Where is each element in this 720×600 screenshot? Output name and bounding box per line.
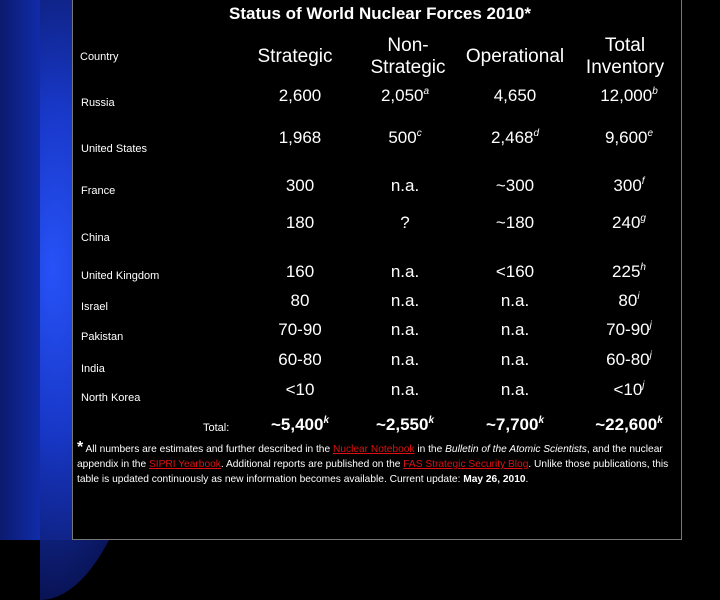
country-name: France [81, 185, 116, 197]
column-header-operational: Operational [465, 46, 565, 67]
country-name: India [81, 363, 105, 375]
cell-total: 60-80j [606, 350, 652, 369]
country-name: United Kingdom [81, 270, 160, 282]
table-frame [72, 0, 682, 540]
cell-nonstrategic: ? [400, 213, 410, 232]
cell-operational: n.a. [500, 291, 530, 310]
footnote-star: * [77, 439, 84, 456]
cell-total: 300f [613, 176, 645, 195]
footnote-text: in the [414, 444, 446, 455]
cell-nonstrategic: 500c [388, 128, 422, 147]
cell-operational: n.a. [500, 350, 530, 369]
cell-operational: <160 [495, 262, 535, 281]
column-header-total-inventory: Total Inventory [585, 35, 665, 78]
cell-operational: n.a. [500, 380, 530, 399]
total-inventory: ~22,600k [595, 415, 663, 434]
cell-total: 12,000b [600, 86, 658, 105]
column-header-strategic: Strategic [257, 46, 333, 67]
cell-nonstrategic: n.a. [390, 350, 420, 369]
country-name: Russia [81, 97, 115, 109]
total-strategic: ~5,400k [270, 415, 330, 434]
cell-nonstrategic: n.a. [390, 380, 420, 399]
cell-total: <10j [613, 380, 645, 399]
cell-nonstrategic: n.a. [390, 320, 420, 339]
footnote-text: All numbers are estimates and further de… [83, 444, 333, 455]
cell-operational: ~180 [495, 213, 535, 232]
country-name: North Korea [81, 392, 141, 404]
cell-strategic: 2,600 [278, 86, 322, 105]
total-operational: ~7,700k [485, 415, 545, 434]
column-header-nonstrategic: Non- Strategic [370, 35, 446, 78]
cell-total: 70-90j [606, 320, 652, 339]
sipri-yearbook-link[interactable]: SIPRI Yearbook [148, 459, 221, 470]
cell-operational: n.a. [500, 320, 530, 339]
cell-strategic: 300 [285, 176, 315, 195]
cell-nonstrategic: 2,050a [380, 86, 430, 105]
cell-nonstrategic: n.a. [390, 291, 420, 310]
footnote-text: . [525, 474, 529, 485]
cell-operational: 4,650 [493, 86, 537, 105]
fas-blog-link[interactable]: FAS Strategic Security Blog [403, 459, 529, 470]
cell-strategic: 80 [290, 291, 310, 310]
footnote: * All numbers are estimates and further … [77, 440, 677, 487]
country-name: Pakistan [81, 331, 124, 343]
cell-strategic: 1,968 [278, 128, 322, 147]
cell-strategic: 160 [285, 262, 315, 281]
cell-total: 225h [612, 262, 646, 281]
footnote-journal: Bulletin of the Atomic Scientists [445, 444, 587, 455]
page-title: Status of World Nuclear Forces 2010* [228, 4, 531, 23]
cell-operational: 2,468d [490, 128, 540, 147]
country-name: China [81, 232, 110, 244]
country-name: United States [81, 143, 148, 155]
column-header-country: Country [80, 51, 119, 63]
cell-operational: ~300 [495, 176, 535, 195]
cell-total: 240g [612, 213, 646, 232]
footnote-text: . Additional reports are published on th… [220, 459, 404, 470]
cell-total: 80i [618, 291, 640, 310]
cell-strategic: 60-80 [278, 350, 322, 369]
cell-strategic: <10 [285, 380, 315, 399]
cell-strategic: 180 [285, 213, 315, 232]
country-name: Israel [81, 301, 108, 313]
total-label: Total: [203, 422, 230, 434]
footnote-date: May 26, 2010 [463, 474, 526, 485]
cell-strategic: 70-90 [278, 320, 322, 339]
cell-total: 9,600e [604, 128, 654, 147]
cell-nonstrategic: n.a. [390, 176, 420, 195]
footnote-text: . Unlike those publications, this table … [77, 459, 669, 485]
nuclear-notebook-link[interactable]: Nuclear Notebook [332, 444, 415, 455]
cell-nonstrategic: n.a. [390, 262, 420, 281]
footnote-text: , and the nuclear appendix in the [77, 444, 663, 470]
total-nonstrategic: ~2,550k [375, 415, 435, 434]
